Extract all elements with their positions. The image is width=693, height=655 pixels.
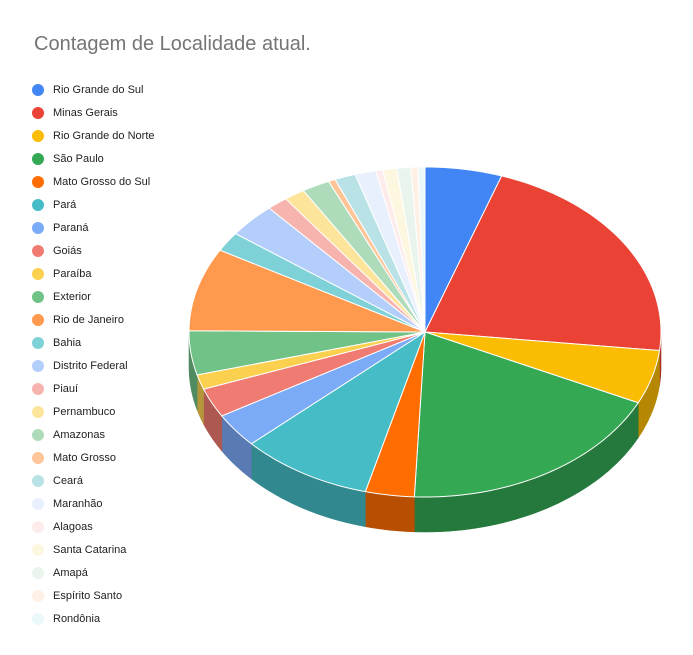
legend-label: Santa Catarina: [53, 543, 127, 556]
legend-label: Alagoas: [53, 520, 93, 533]
pie-slice[interactable]: [219, 233, 426, 333]
legend-label: Paraíba: [53, 267, 92, 280]
legend-swatch: [32, 405, 44, 418]
legend-item[interactable]: Pará: [32, 193, 155, 216]
legend-item[interactable]: São Paulo: [32, 147, 155, 170]
legend-item[interactable]: Mato Grosso do Sul: [32, 170, 155, 193]
legend-label: Pará: [53, 198, 77, 211]
legend-item[interactable]: Piauí: [32, 377, 155, 400]
legend-swatch: [32, 474, 44, 487]
legend-swatch: [32, 428, 44, 441]
legend-label: Piauí: [53, 382, 79, 395]
legend-swatch: [32, 589, 44, 602]
pie-slice[interactable]: [235, 207, 426, 333]
legend-item[interactable]: Rio de Janeiro: [32, 308, 155, 331]
legend-swatch: [32, 336, 44, 349]
legend-item[interactable]: Santa Catarina: [32, 538, 155, 561]
legend-swatch: [32, 129, 44, 142]
legend-label: Pernambuco: [53, 405, 116, 418]
legend-label: Amazonas: [53, 428, 105, 441]
legend-swatch: [32, 543, 44, 556]
legend-label: Rio Grande do Norte: [53, 129, 155, 142]
legend-swatch: [32, 382, 44, 395]
legend-item[interactable]: Maranhão: [32, 492, 155, 515]
legend-item[interactable]: Bahia: [32, 331, 155, 354]
legend-swatch: [32, 612, 44, 625]
pie-slice[interactable]: [221, 331, 426, 445]
legend-label: Distrito Federal: [53, 359, 128, 372]
legend-swatch: [32, 152, 44, 165]
pie-slice[interactable]: [413, 331, 639, 498]
legend-item[interactable]: Rio Grande do Sul: [32, 78, 155, 101]
legend-label: Rio Grande do Sul: [53, 83, 144, 96]
pie-slice[interactable]: [188, 330, 426, 376]
pie-slice[interactable]: [417, 166, 426, 333]
legend-label: Rondônia: [53, 612, 101, 625]
pie-slice[interactable]: [302, 180, 426, 333]
legend-swatch: [32, 244, 44, 257]
pie-slice[interactable]: [424, 331, 660, 404]
legend-label: São Paulo: [53, 152, 104, 165]
legend-label: Exterior: [53, 290, 91, 303]
legend-item[interactable]: Exterior: [32, 285, 155, 308]
legend-item[interactable]: Paraíba: [32, 262, 155, 285]
pie-top: [188, 166, 662, 498]
legend-swatch: [32, 175, 44, 188]
legend-swatch: [32, 198, 44, 211]
pie-slice[interactable]: [188, 249, 426, 333]
legend-swatch: [32, 221, 44, 234]
pie-slice[interactable]: [424, 175, 662, 352]
legend-item[interactable]: Amazonas: [32, 423, 155, 446]
legend-swatch: [32, 520, 44, 533]
legend-label: Mato Grosso: [53, 451, 116, 464]
legend-label: Bahia: [53, 336, 82, 349]
legend-label: Rio de Janeiro: [53, 313, 124, 326]
pie-slice[interactable]: [424, 166, 503, 333]
legend-item[interactable]: Rio Grande do Norte: [32, 124, 155, 147]
legend-swatch: [32, 267, 44, 280]
legend-item[interactable]: Amapá: [32, 561, 155, 584]
legend-swatch: [32, 451, 44, 464]
legend-label: Maranhão: [53, 497, 103, 510]
pie-slice-side: [365, 491, 415, 533]
legend-item[interactable]: Alagoas: [32, 515, 155, 538]
legend-label: Mato Grosso do Sul: [53, 175, 151, 188]
legend-item[interactable]: Goiás: [32, 239, 155, 262]
legend-item[interactable]: Ceará: [32, 469, 155, 492]
legend-label: Ceará: [53, 474, 83, 487]
chart-title: Contagem de Localidade atual.: [34, 33, 311, 55]
legend-item[interactable]: Mato Grosso: [32, 446, 155, 469]
legend-swatch: [32, 290, 44, 303]
legend-swatch: [32, 106, 44, 119]
legend-item[interactable]: Pernambuco: [32, 400, 155, 423]
legend-swatch: [32, 359, 44, 372]
chart-legend: Rio Grande do Sul Minas Gerais Rio Grande …: [32, 78, 155, 630]
legend-item[interactable]: Rondônia: [32, 607, 155, 630]
pie-slice[interactable]: [250, 331, 426, 493]
pie-side-walls: [188, 331, 662, 533]
legend-item[interactable]: Paraná: [32, 216, 155, 239]
legend-label: Paraná: [53, 221, 89, 234]
legend-swatch: [32, 497, 44, 510]
legend-label: Amapá: [53, 566, 88, 579]
legend-item[interactable]: Minas Gerais: [32, 101, 155, 124]
legend-label: Espírito Santo: [53, 589, 123, 602]
legend-label: Goiás: [53, 244, 82, 257]
legend-swatch: [32, 313, 44, 326]
legend-swatch: [32, 566, 44, 579]
legend-swatch: [32, 83, 44, 96]
legend-item[interactable]: Distrito Federal: [32, 354, 155, 377]
pie-slice[interactable]: [203, 331, 426, 417]
legend-label: Minas Gerais: [53, 106, 118, 119]
legend-item[interactable]: Espírito Santo: [32, 584, 155, 607]
